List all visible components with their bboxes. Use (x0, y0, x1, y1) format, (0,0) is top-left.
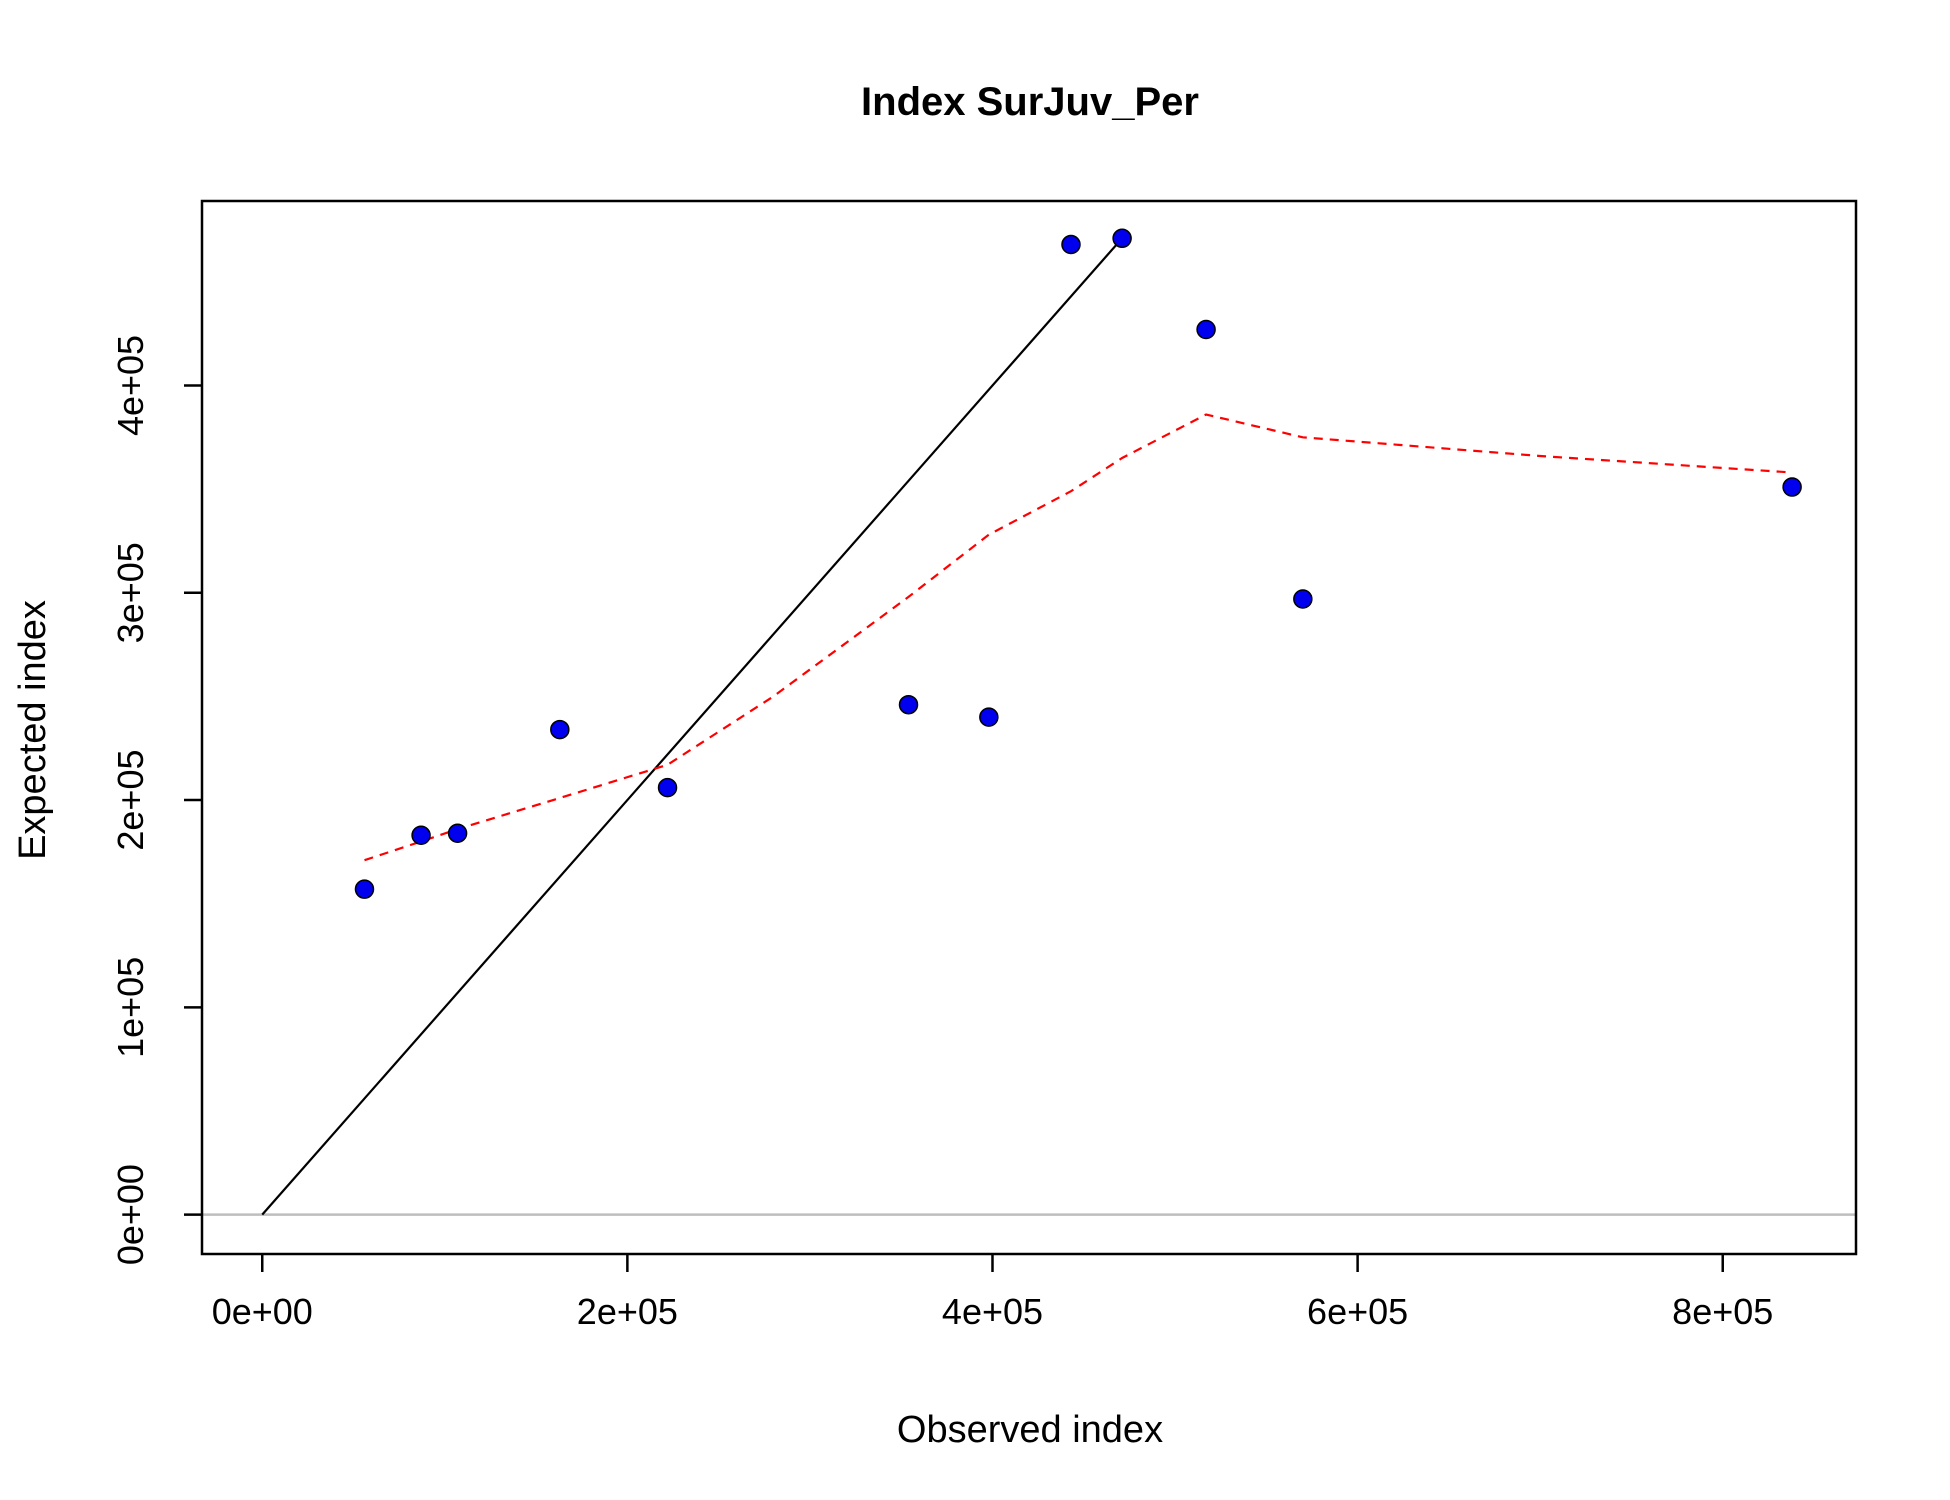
smoother-line (364, 413, 1793, 862)
y-tick-label: 4e+05 (110, 335, 151, 436)
data-point (447, 823, 468, 843)
data-point (657, 777, 678, 798)
x-axis-label: Observed index (897, 1409, 1163, 1451)
x-tick-label: 6e+05 (1307, 1291, 1408, 1332)
y-tick-label: 2e+05 (110, 749, 151, 850)
y-tick-label: 3e+05 (110, 542, 151, 643)
identity-line (261, 237, 1123, 1216)
data-point (1293, 589, 1313, 609)
y-tick-label: 1e+05 (110, 957, 151, 1058)
x-tick-label: 8e+05 (1672, 1291, 1773, 1332)
chart-title: Index SurJuv_Per (861, 80, 1199, 124)
data-point (550, 719, 570, 740)
data-point (979, 707, 999, 727)
y-axis: 0e+00 1e+05 2e+05 3e+05 4e+05 (110, 335, 202, 1265)
x-tick-label: 2e+05 (577, 1291, 678, 1332)
y-tick-label: 0e+00 (110, 1164, 151, 1265)
plot-frame (200, 199, 1858, 1256)
data-point (1112, 228, 1132, 249)
x-tick-label: 4e+05 (942, 1291, 1043, 1332)
y-axis-label: Expected index (12, 600, 54, 860)
data-point (898, 694, 919, 715)
data-point (354, 879, 375, 899)
plot-area (202, 228, 1856, 1216)
x-axis: 0e+00 2e+05 4e+05 6e+05 8e+05 (212, 1254, 1773, 1332)
data-point (411, 825, 431, 846)
data-point (1061, 234, 1081, 255)
data-point (1782, 477, 1802, 497)
x-tick-label: 0e+00 (212, 1291, 313, 1332)
data-point (1196, 319, 1216, 340)
